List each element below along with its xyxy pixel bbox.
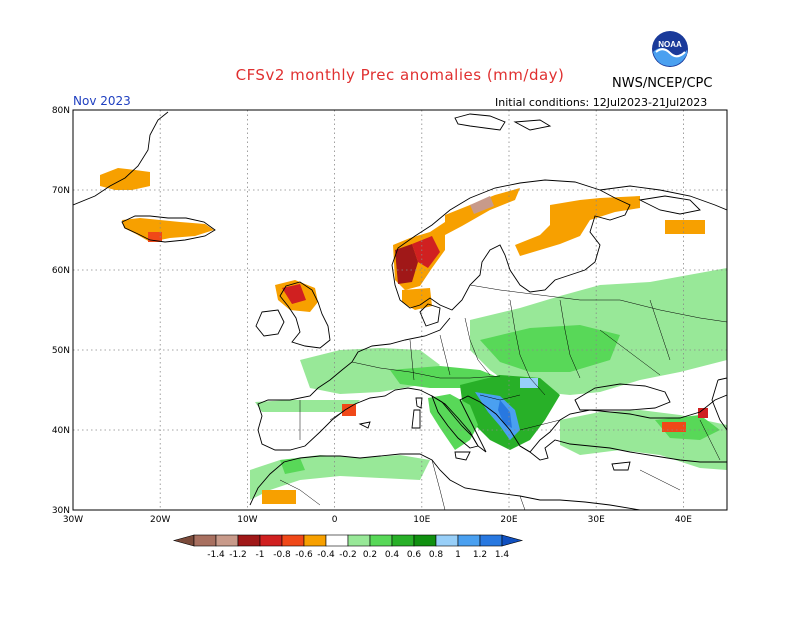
lat-axis: 30N 40N 50N 60N 70N 80N: [52, 106, 70, 516]
lon-label-30e: 30E: [588, 515, 605, 525]
noaa-logo: NOAA: [652, 31, 688, 67]
colorbar-bin: [259, 534, 283, 547]
chart-title: CFSv2 monthly Prec anomalies (mm/day): [235, 66, 565, 84]
colorbar-tick-label: 1: [455, 550, 461, 560]
lat-label-30n: 30N: [52, 506, 70, 516]
anomaly-caucasus: [655, 415, 720, 440]
colorbar-bin: [281, 534, 305, 547]
anomaly-south-norway: [402, 288, 432, 310]
colorbar-bin: [435, 534, 459, 547]
country-borders: [279, 284, 727, 510]
map-frame: [72, 109, 728, 511]
colorbar-tick-label: -0.6: [295, 550, 313, 560]
lat-label-80n: 80N: [52, 106, 70, 116]
colorbar-tick-label: 0.2: [363, 550, 377, 560]
lon-axis: 30W 20W 10W 0 10E 20E 30E 40E: [63, 515, 692, 525]
colorbar-bin: [347, 534, 371, 547]
colorbar-bin: [391, 534, 415, 547]
lon-label-10e: 10E: [413, 515, 430, 525]
lat-label-50n: 50N: [52, 346, 70, 356]
coastlines: [73, 111, 727, 510]
colorbar-tick-label: 1.4: [495, 550, 510, 560]
colorbar-tick-label: -1: [256, 550, 265, 560]
anomaly-spain-north: [255, 400, 360, 412]
colorbar-end-low: [172, 534, 195, 547]
anomaly-north-africa-mid: [280, 458, 305, 474]
colorbar-tick-label: 1.2: [473, 550, 487, 560]
anomaly-shading: [100, 168, 727, 504]
lat-label-70n: 70N: [52, 186, 70, 196]
colorbar-bin: [325, 534, 349, 547]
colorbar-end-high: [501, 534, 524, 547]
colorbar-bin: [413, 534, 437, 547]
logo-text: NOAA: [658, 40, 682, 49]
anomaly-spain-north-dry: [342, 404, 356, 416]
colorbar-tick-label: -1.4: [207, 550, 225, 560]
anomaly-central-europe-mid: [480, 325, 620, 372]
colorbar-bin: [193, 534, 217, 547]
lon-label-0: 0: [332, 515, 338, 525]
anomaly-iceland-dark: [148, 232, 162, 242]
organization-label: NWS/NCEP/CPC: [612, 76, 713, 91]
colorbar-bin: [457, 534, 481, 547]
anomaly-morocco-dry: [262, 490, 296, 504]
anomaly-turkey-dry: [662, 422, 686, 432]
colorbar-tick-label: 0.8: [429, 550, 444, 560]
valid-month-label: Nov 2023: [73, 94, 131, 108]
anomaly-kola: [515, 196, 640, 256]
colorbar-tick-label: -1.2: [229, 550, 247, 560]
colorbar-tick-label: 0.4: [385, 550, 400, 560]
colorbar-bin: [215, 534, 239, 547]
lon-label-10w: 10W: [237, 515, 257, 525]
colorbar-legend: -1.4 -1.2 -1 -0.8 -0.6 -0.4 -0.2 0.2 0.4 0.6 0.8 1 1…: [172, 534, 524, 560]
anomaly-serbia-light-blue: [520, 378, 538, 388]
anomaly-russia-northeast: [665, 220, 705, 234]
lat-label-60n: 60N: [52, 266, 70, 276]
colorbar-tick-label: 0.6: [407, 550, 422, 560]
lon-label-20w: 20W: [150, 515, 170, 525]
colorbar-bin: [369, 534, 393, 547]
lon-label-40e: 40E: [675, 515, 692, 525]
colorbar-bin: [237, 534, 261, 547]
lon-label-30w: 30W: [63, 515, 83, 525]
gridlines: [73, 110, 727, 510]
colorbar-bin: [479, 534, 503, 547]
colorbar-tick-label: -0.8: [273, 550, 291, 560]
colorbar-bin: [303, 534, 327, 547]
anomaly-norway-mid: [412, 236, 440, 268]
initial-conditions-label: Initial conditions: 12Jul2023-21Jul2023: [495, 96, 708, 109]
anomaly-turkey-dry-edge: [698, 408, 708, 418]
anomaly-scotland-dark: [282, 284, 306, 304]
anomaly-norway-north: [445, 188, 520, 235]
colorbar-tick-label: -0.2: [339, 550, 357, 560]
lat-label-40n: 40N: [52, 426, 70, 436]
colorbar-tick-label: -0.4: [317, 550, 335, 560]
anomaly-adriatic-dark-blue: [498, 400, 512, 428]
anomaly-iceland: [122, 218, 214, 242]
lon-label-20e: 20E: [500, 515, 517, 525]
anomaly-norway-dark: [395, 244, 418, 284]
anomaly-norway-north-dark: [470, 196, 494, 214]
anomaly-italy: [428, 394, 478, 450]
